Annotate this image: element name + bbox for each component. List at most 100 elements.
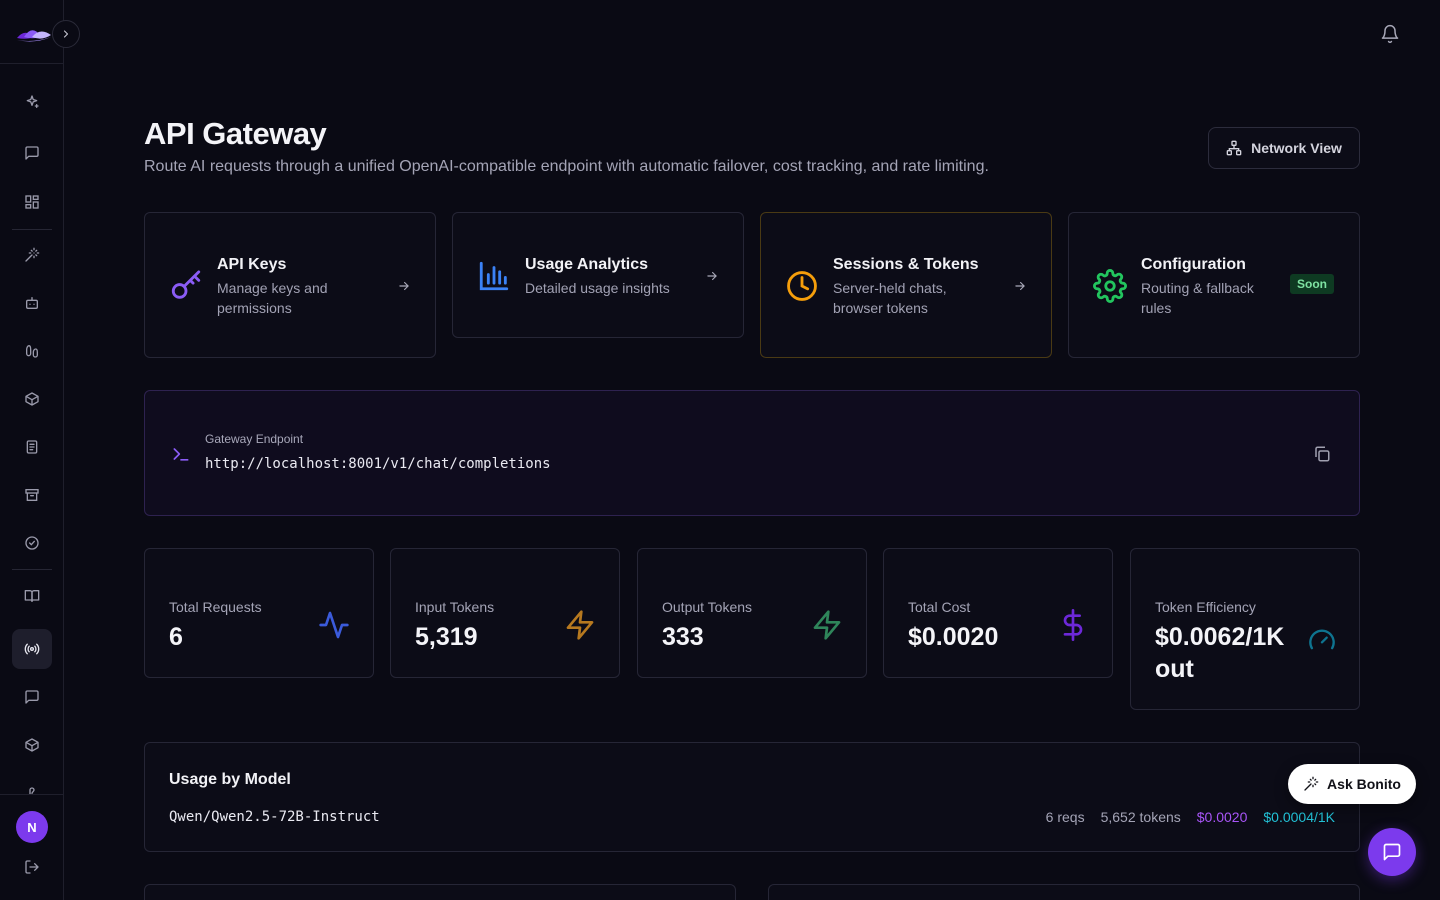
nav-card-title: Sessions & Tokens — [833, 256, 979, 273]
clock-icon — [787, 271, 817, 301]
sidebar-item-messages[interactable] — [12, 677, 52, 717]
section-title: Usage by Model — [169, 771, 291, 788]
sidebar-divider — [12, 229, 52, 230]
page-title: API Gateway — [144, 116, 327, 151]
sidebar: N — [0, 0, 80, 900]
sidebar-item-knowledge[interactable] — [12, 576, 52, 616]
archive-icon — [25, 489, 39, 501]
sidebar-header — [0, 0, 63, 64]
model-tokens: 5,652 tokens — [1100, 809, 1181, 825]
layout-grid-icon — [25, 195, 39, 209]
stat-value: 6 — [169, 623, 183, 651]
message-square-icon — [25, 690, 39, 704]
model-cost: $0.0020 — [1196, 809, 1248, 825]
nav-card-api-keys[interactable]: API Keys Manage keys and permissions — [144, 212, 436, 358]
terminal-icon — [173, 448, 189, 461]
sidebar-item-models[interactable] — [12, 379, 52, 419]
sidebar-item-chat[interactable] — [12, 133, 52, 173]
wand-icon — [25, 247, 40, 262]
activity-icon — [319, 611, 349, 639]
key-icon — [171, 270, 201, 299]
model-reqs: 6 reqs — [1045, 809, 1085, 825]
page-subtitle: Route AI requests through a unified Open… — [144, 158, 989, 175]
logo-icon[interactable] — [15, 22, 53, 44]
stat-label: Total Requests — [169, 599, 262, 615]
model-rate: $0.0004/1K — [1263, 809, 1335, 825]
sidebar-item-gateway[interactable] — [12, 629, 52, 669]
bottom-card-left — [144, 884, 736, 900]
stat-value: $0.0020 — [908, 623, 999, 651]
radio-icon — [24, 643, 40, 655]
gateway-endpoint-card: Gateway Endpoint http://localhost:8001/v… — [144, 390, 1360, 516]
nav-card-desc: Routing & fallback rules — [1141, 280, 1254, 316]
nav-card-desc: Server-held chats, browser tokens — [833, 280, 947, 316]
nav-card-title: Usage Analytics — [525, 256, 649, 273]
stat-label: Token Efficiency — [1155, 599, 1256, 615]
sidebar-footer: N — [0, 794, 63, 900]
box-icon — [25, 738, 39, 752]
sidebar-item-magic[interactable] — [12, 235, 52, 275]
expand-sidebar-button[interactable] — [52, 20, 80, 48]
sidebar-item-sparkles[interactable] — [12, 82, 52, 122]
nav-card-sessions-tokens[interactable]: Sessions & Tokens Server-held chats, bro… — [760, 212, 1052, 358]
sidebar-item-packages[interactable] — [12, 725, 52, 765]
sidebar-item-dashboard[interactable] — [12, 182, 52, 222]
nav-card-desc: Detailed usage insights — [525, 280, 670, 296]
nav-card-desc: Manage keys and permissions — [217, 280, 328, 316]
nav-card-configuration[interactable]: Configuration Routing & fallback rules S… — [1068, 212, 1360, 358]
sidebar-item-agents[interactable] — [12, 283, 52, 323]
model-usage-stats: 6 reqs 5,652 tokens $0.0020 $0.0004/1K — [1046, 809, 1335, 825]
status-badge: Soon — [1290, 274, 1334, 294]
model-name: Qwen/Qwen2.5-72B-Instruct — [169, 809, 380, 825]
nav-card-title: API Keys — [217, 256, 287, 273]
stat-total-cost: Total Cost $0.0020 — [883, 548, 1113, 678]
endpoint-label: Gateway Endpoint — [205, 432, 304, 446]
network-view-button[interactable]: Network View — [1208, 127, 1360, 169]
usage-by-model-card: Usage by Model Qwen/Qwen2.5-72B-Instruct… — [144, 742, 1360, 852]
stat-label: Input Tokens — [415, 599, 495, 615]
sidebar-item-compliance[interactable] — [12, 523, 52, 563]
sparkles-icon — [26, 95, 39, 108]
stat-token-efficiency: Token Efficiency $0.0062/1K out — [1130, 548, 1360, 710]
sidebar-item-docs[interactable] — [12, 427, 52, 467]
message-square-icon — [25, 146, 39, 160]
zap-icon — [813, 610, 841, 640]
nav-card-usage-analytics[interactable]: Usage Analytics Detailed usage insights — [452, 212, 744, 338]
endpoint-url[interactable]: http://localhost:8001/v1/chat/completion… — [205, 456, 551, 472]
sidebar-item-archive[interactable] — [12, 475, 52, 515]
footprints-icon — [26, 344, 38, 358]
stat-total-requests: Total Requests 6 — [144, 548, 374, 678]
chevron-right-icon — [63, 30, 69, 38]
stat-label: Total Cost — [908, 599, 971, 615]
network-icon — [1226, 140, 1242, 156]
stat-output-tokens: Output Tokens 333 — [637, 548, 867, 678]
network-view-label: Network View — [1251, 140, 1342, 156]
sidebar-divider — [12, 569, 52, 570]
bar-chart-icon — [479, 261, 509, 291]
chat-fab-button[interactable] — [1368, 828, 1416, 876]
avatar[interactable]: N — [16, 811, 48, 843]
stat-input-tokens: Input Tokens 5,319 — [390, 548, 620, 678]
stat-value: 333 — [662, 623, 704, 651]
arrow-right-icon — [1015, 281, 1025, 291]
gauge-icon — [1309, 629, 1335, 650]
arrow-right-icon — [399, 281, 409, 291]
bell-icon[interactable] — [1380, 24, 1400, 44]
wand-icon — [1304, 776, 1319, 791]
file-text-icon — [26, 440, 38, 454]
ask-bonito-label: Ask Bonito — [1327, 776, 1401, 792]
dollar-icon — [1063, 609, 1083, 641]
bot-icon — [26, 297, 38, 309]
bottom-card-right — [768, 884, 1360, 900]
ask-bonito-button[interactable]: Ask Bonito — [1288, 764, 1416, 804]
book-open-icon — [24, 590, 40, 602]
sidebar-item-routes[interactable] — [12, 331, 52, 371]
stat-label: Output Tokens — [662, 599, 753, 615]
logout-icon[interactable] — [24, 859, 40, 875]
stat-value: 5,319 — [415, 623, 478, 651]
copy-icon[interactable] — [1313, 445, 1331, 463]
stat-value: $0.0062/1K out — [1155, 623, 1285, 683]
arrow-right-icon — [707, 271, 717, 281]
zap-icon — [566, 610, 594, 640]
check-circle-icon — [25, 536, 39, 550]
